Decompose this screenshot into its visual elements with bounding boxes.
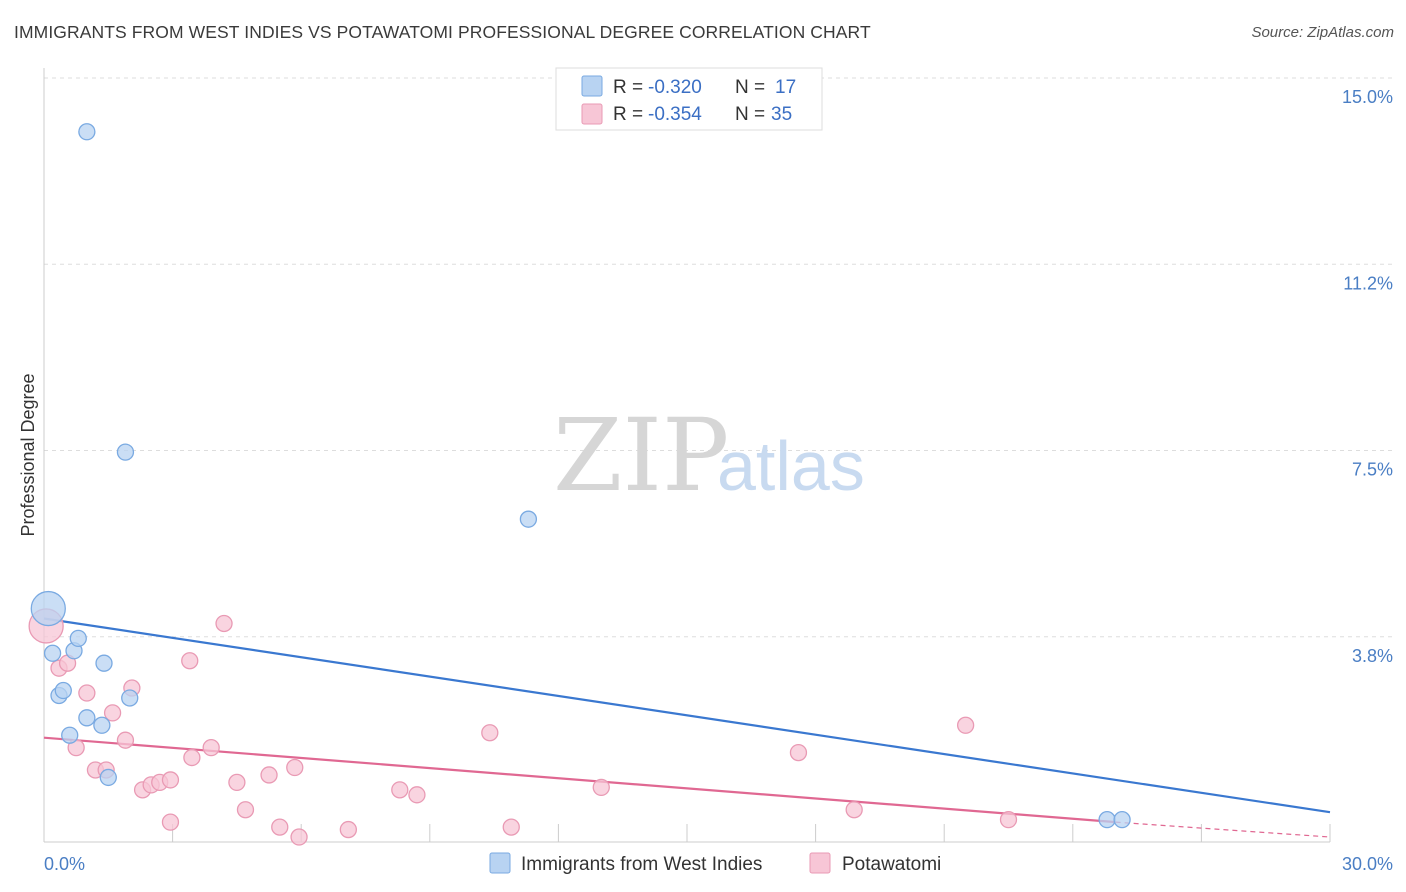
- series-legend-label-west-indies: Immigrants from West Indies: [521, 854, 762, 875]
- point-west-indies-9: [93, 716, 111, 734]
- point-west-indies-8: [78, 709, 96, 727]
- chart-source: Source: ZipAtlas.com: [1251, 24, 1394, 41]
- point-west-indies-6: [69, 629, 87, 648]
- y-tick-label-0: 15.0%: [1342, 87, 1393, 107]
- trend-lines: [43, 617, 1331, 838]
- legend-r-label-blue: R =: [613, 77, 643, 98]
- legend-n-value-pink: 35: [771, 104, 792, 125]
- point-potawatomi-18: [215, 614, 233, 633]
- point-west-indies-7: [78, 123, 96, 141]
- scatter-points: [28, 123, 1131, 846]
- point-potawatomi-19: [228, 773, 246, 792]
- stats-legend: R = -0.320 N = 17 R = -0.354 N = 35: [555, 67, 823, 131]
- point-west-indies-4: [61, 726, 79, 744]
- point-west-indies-3: [54, 681, 72, 700]
- legend-swatch-blue: [581, 75, 603, 97]
- point-potawatomi-32: [845, 801, 863, 819]
- chart-title: IMMIGRANTS FROM WEST INDIES VS POTAWATOM…: [14, 22, 871, 42]
- point-potawatomi-21: [260, 766, 278, 784]
- point-potawatomi-27: [408, 786, 426, 804]
- point-potawatomi-33: [956, 716, 975, 734]
- legend-n-label-pink: N =: [735, 104, 765, 125]
- point-west-indies-1: [43, 644, 62, 662]
- x-tick-label-start: 0.0%: [44, 854, 85, 874]
- point-west-indies-15: [1098, 811, 1116, 829]
- point-potawatomi-16: [181, 652, 199, 670]
- x-tick-label-end: 30.0%: [1342, 854, 1393, 874]
- y-tick-labels: 15.0% 11.2% 7.5% 3.8%: [1342, 87, 1393, 666]
- point-west-indies-0: [30, 590, 66, 627]
- point-potawatomi-26: [391, 781, 409, 799]
- watermark-atlas: atlas: [717, 427, 865, 505]
- legend-r-value-pink: -0.354: [648, 104, 702, 125]
- point-potawatomi-29: [502, 818, 520, 836]
- point-west-indies-16: [1113, 811, 1131, 829]
- trend-line-potawatomi-extension: [1115, 821, 1331, 838]
- legend-r-value-blue: -0.320: [648, 77, 702, 98]
- trend-line-potawatomi: [43, 736, 1116, 824]
- point-west-indies-13: [121, 689, 139, 707]
- series-legend-swatch-potawatomi: [809, 852, 831, 874]
- y-tick-label-1: 11.2%: [1343, 273, 1393, 293]
- point-potawatomi-14: [161, 813, 180, 831]
- point-west-indies-12: [116, 443, 135, 461]
- point-potawatomi-22: [271, 818, 289, 836]
- x-tick-marks: [43, 824, 1331, 842]
- watermark-zip: ZIP: [553, 397, 729, 514]
- point-west-indies-11: [99, 768, 117, 787]
- point-potawatomi-7: [103, 704, 122, 722]
- point-potawatomi-20: [236, 801, 255, 819]
- trend-line-west-indies: [43, 617, 1331, 814]
- gridlines: [44, 77, 1392, 638]
- point-potawatomi-13: [161, 771, 180, 789]
- point-potawatomi-25: [339, 820, 358, 839]
- point-potawatomi-28: [481, 724, 499, 742]
- point-potawatomi-30: [592, 778, 610, 797]
- y-tick-label-3: 3.8%: [1352, 646, 1393, 666]
- point-potawatomi-34: [999, 811, 1018, 829]
- point-potawatomi-24: [290, 828, 308, 846]
- series-legend: Immigrants from West Indies Potawatomi: [489, 852, 941, 875]
- series-legend-label-potawatomi: Potawatomi: [842, 854, 941, 875]
- series-legend-swatch-west-indies: [489, 852, 511, 874]
- point-potawatomi-23: [286, 758, 304, 777]
- point-potawatomi-31: [789, 743, 808, 762]
- y-tick-label-2: 7.5%: [1352, 460, 1393, 480]
- point-potawatomi-8: [116, 731, 135, 749]
- legend-n-value-blue: 17: [775, 77, 796, 98]
- point-west-indies-14: [519, 510, 538, 528]
- point-potawatomi-4: [78, 684, 96, 702]
- point-potawatomi-15: [183, 748, 201, 767]
- legend-swatch-pink: [581, 103, 603, 125]
- y-axis-title: Professional Degree: [18, 373, 38, 536]
- legend-r-label-pink: R =: [613, 104, 643, 125]
- legend-n-label-blue: N =: [735, 77, 765, 98]
- point-potawatomi-17: [202, 738, 220, 757]
- point-west-indies-10: [95, 654, 113, 672]
